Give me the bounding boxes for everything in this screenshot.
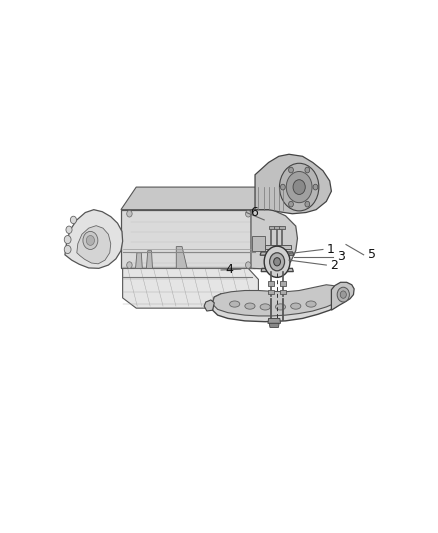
Circle shape: [305, 201, 310, 207]
Polygon shape: [280, 281, 286, 286]
Polygon shape: [268, 226, 274, 229]
Text: 4: 4: [225, 263, 233, 277]
Polygon shape: [204, 300, 214, 311]
Ellipse shape: [230, 301, 240, 307]
Polygon shape: [269, 324, 279, 327]
Circle shape: [127, 211, 132, 217]
Circle shape: [270, 253, 285, 271]
Polygon shape: [176, 247, 187, 268]
Circle shape: [305, 167, 310, 173]
Polygon shape: [274, 226, 280, 229]
Ellipse shape: [245, 303, 255, 309]
Polygon shape: [260, 252, 294, 255]
Polygon shape: [255, 154, 332, 214]
Text: 3: 3: [337, 251, 345, 263]
Polygon shape: [77, 225, 111, 264]
Circle shape: [279, 163, 319, 211]
Circle shape: [286, 172, 312, 203]
Polygon shape: [251, 236, 265, 251]
Circle shape: [293, 180, 305, 195]
Polygon shape: [268, 318, 280, 324]
Circle shape: [274, 257, 280, 266]
Circle shape: [86, 236, 95, 245]
Circle shape: [64, 236, 71, 244]
Circle shape: [64, 245, 71, 254]
Text: 6: 6: [251, 206, 258, 219]
Circle shape: [340, 291, 346, 298]
Circle shape: [337, 287, 350, 302]
Polygon shape: [268, 290, 274, 294]
Text: 1: 1: [327, 243, 335, 256]
Polygon shape: [332, 282, 354, 310]
Polygon shape: [251, 209, 297, 269]
Polygon shape: [135, 253, 142, 268]
Text: 5: 5: [368, 248, 376, 261]
Polygon shape: [279, 226, 285, 229]
Polygon shape: [123, 268, 258, 308]
Circle shape: [264, 246, 290, 277]
Circle shape: [246, 211, 251, 217]
Polygon shape: [265, 245, 291, 249]
Circle shape: [289, 201, 293, 207]
Ellipse shape: [260, 304, 270, 310]
Polygon shape: [121, 209, 255, 268]
Circle shape: [313, 184, 318, 190]
Circle shape: [280, 184, 285, 190]
Polygon shape: [261, 268, 293, 272]
Polygon shape: [146, 251, 152, 268]
Polygon shape: [121, 187, 272, 209]
Polygon shape: [212, 285, 342, 316]
Ellipse shape: [306, 301, 316, 307]
Polygon shape: [212, 290, 342, 322]
Text: 2: 2: [330, 259, 338, 271]
Ellipse shape: [276, 304, 286, 310]
Circle shape: [83, 231, 98, 249]
Polygon shape: [280, 290, 286, 294]
Ellipse shape: [291, 303, 301, 309]
Polygon shape: [268, 281, 274, 286]
Polygon shape: [65, 209, 123, 268]
Circle shape: [246, 262, 251, 268]
Circle shape: [71, 216, 77, 224]
Circle shape: [289, 167, 293, 173]
Circle shape: [66, 226, 72, 233]
Circle shape: [127, 262, 132, 268]
